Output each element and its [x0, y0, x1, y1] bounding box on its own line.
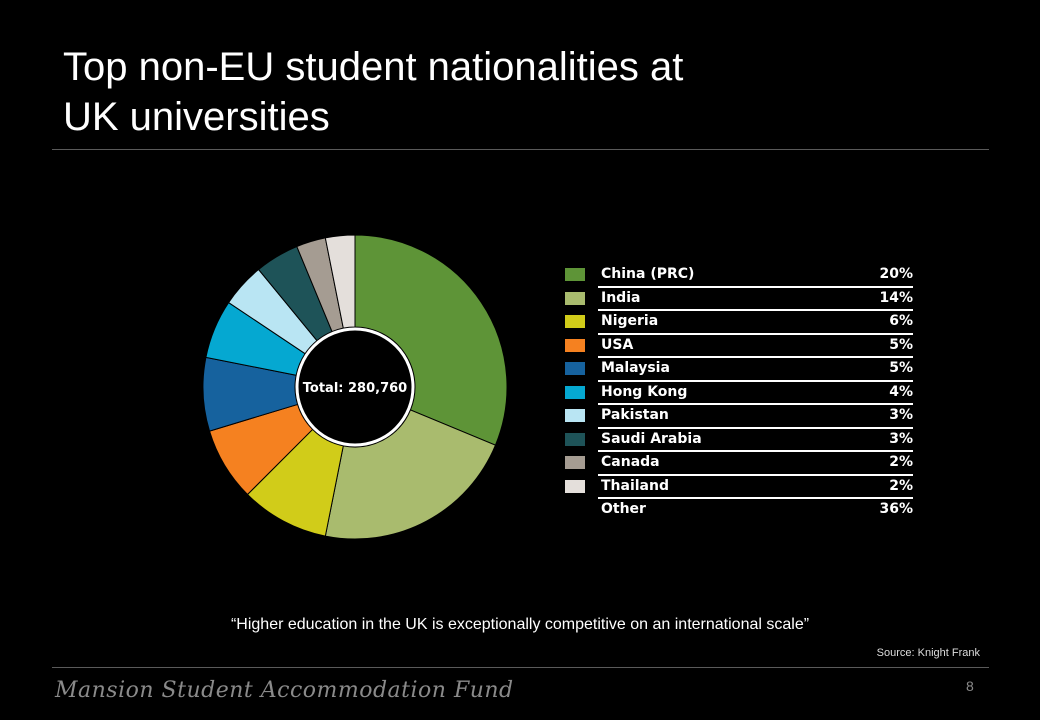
legend-item-china-prc: China (PRC) 20%: [565, 264, 913, 288]
chart-legend: China (PRC) 20% India 14% Nigeria 6% USA 5% Mala…: [565, 264, 913, 523]
source-note: Source: Knight Frank: [876, 647, 980, 659]
legend-item-thailand: Thailand 2%: [565, 476, 913, 499]
donut-center-label: Total: 280,760: [303, 381, 407, 396]
donut-slice-india: [324, 409, 497, 540]
legend-swatch: [565, 362, 585, 375]
legend-value: 20%: [879, 266, 913, 282]
slide-title-line-2: UK universities: [63, 95, 330, 139]
donut-slice-china-prc: [354, 234, 508, 446]
legend-label: India: [601, 289, 641, 306]
legend-label: Saudi Arabia: [601, 430, 702, 447]
legend-swatch: [565, 409, 585, 422]
legend-item-saudi-arabia: Saudi Arabia 3%: [565, 429, 913, 452]
page-number: 8: [966, 678, 974, 694]
legend-value: 6%: [889, 313, 913, 329]
slide-title-line-1: Top non-EU student nationalities at: [63, 45, 684, 89]
legend-value: 3%: [889, 407, 913, 423]
legend-item-malaysia: Malaysia 5%: [565, 358, 913, 382]
legend-swatch: [565, 315, 585, 328]
slide-title: Top non-EU student nationalities at UK u…: [63, 42, 783, 142]
legend-value: 2%: [889, 454, 913, 470]
legend-swatch: [565, 456, 585, 469]
legend-swatch: [565, 291, 585, 305]
donut-slice-thailand: [324, 234, 356, 329]
legend-swatch: [565, 385, 585, 399]
legend-value: 2%: [889, 477, 913, 494]
legend-swatch: [565, 338, 585, 352]
legend-label: Nigeria: [601, 313, 659, 329]
legend-label: China (PRC): [601, 266, 695, 282]
donut-chart: Total: 280,760: [202, 234, 508, 540]
legend-label: Pakistan: [601, 407, 669, 423]
legend-label: Hong Kong: [601, 383, 688, 400]
legend-item-usa: USA 5%: [565, 335, 913, 358]
legend-value: 3%: [889, 430, 913, 447]
legend-swatch: [565, 432, 585, 446]
legend-label: Other: [601, 501, 646, 517]
legend-item-other: Other 36%: [598, 499, 913, 523]
legend-value: 4%: [889, 383, 913, 400]
legend-label: Thailand: [601, 477, 669, 494]
legend-item-nigeria: Nigeria 6%: [565, 311, 913, 335]
legend-value: 36%: [879, 501, 913, 517]
legend-value: 14%: [879, 289, 913, 306]
bottom-divider: [52, 667, 989, 668]
brand-logo: Mansion Student Accommodation Fund: [55, 678, 514, 703]
legend-item-canada: Canada 2%: [565, 452, 913, 476]
legend-item-hong-kong: Hong Kong 4%: [565, 382, 913, 405]
legend-swatch: [565, 268, 585, 281]
legend-value: 5%: [889, 360, 913, 376]
legend-label: Canada: [601, 454, 660, 470]
legend-label: Malaysia: [601, 360, 670, 376]
legend-label: USA: [601, 336, 634, 353]
legend-swatch: [565, 479, 585, 493]
legend-item-india: India 14%: [565, 288, 913, 311]
donut-center: [295, 327, 415, 447]
legend-item-pakistan: Pakistan 3%: [565, 405, 913, 429]
quote-text: “Higher education in the UK is exception…: [230, 616, 810, 633]
legend-value: 5%: [889, 336, 913, 353]
top-divider: [52, 149, 989, 150]
